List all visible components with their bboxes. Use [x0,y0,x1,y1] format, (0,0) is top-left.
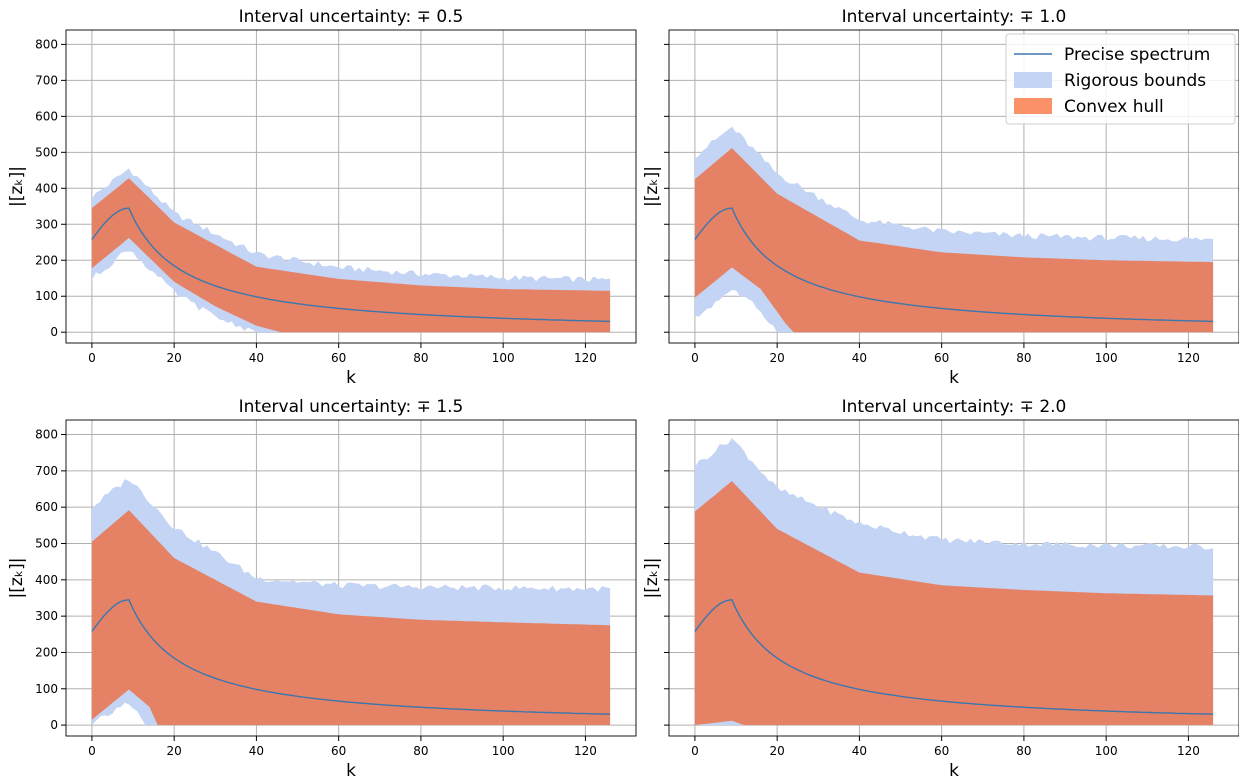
subplot-1: 0 20 40 60 80 100 120 0 100 200 300 400 500 600 700 800… [7,7,637,388]
subplot-title: Interval uncertainty: ∓ 2.0 [842,397,1067,417]
convex-hull-band [91,178,611,333]
x-tick-label: 80 [1016,744,1031,758]
x-tick-label: 80 [413,351,428,365]
y-tick-label: 300 [35,609,58,623]
x-tick-label: 60 [934,351,949,365]
x-tick-label: 20 [770,744,785,758]
precise-spectrum-line [694,207,1214,323]
y-tick-label: 400 [35,181,58,195]
x-tick-label: 40 [852,351,867,365]
x-axis-label: k [346,761,356,778]
precise-spectrum-line [91,599,611,715]
y-axis-label: |[zₖ]| [7,558,27,599]
legend-rigorous-bounds-label: Rigorous bounds [1064,71,1206,91]
y-tick-label: 800 [35,428,58,442]
x-tick-label: 40 [249,351,264,365]
y-tick-label: 0 [50,325,58,339]
subplot-3: 0 20 40 60 80 100 120 0 100 200 300 400 500 600 700 800… [7,397,637,778]
convex-hull-band [694,481,1214,726]
y-tick-label: 800 [35,37,58,51]
x-tick-label: 0 [691,351,699,365]
subplot-title: Interval uncertainty: ∓ 0.5 [239,7,464,27]
y-tick-label: 500 [35,145,58,159]
axes-frame [668,419,1239,737]
x-tick-label: 100 [1095,351,1118,365]
y-tick-label: 700 [35,73,58,87]
y-tick-label: 100 [35,289,58,303]
precise-spectrum-line [694,599,1214,715]
y-tick-label: 200 [35,645,58,659]
x-tick-label: 100 [1095,744,1118,758]
y-tick-label: 300 [35,217,58,231]
x-tick-label: 20 [167,351,182,365]
axes-frame [65,419,637,737]
x-tick-label: 120 [574,744,597,758]
y-tick-label: 600 [35,500,58,514]
plot-area [669,420,1239,736]
x-tick-label: 60 [331,351,346,365]
y-axis-label: |[zₖ]| [642,558,662,599]
x-tick-label: 100 [492,351,515,365]
y-tick-label: 200 [35,253,58,267]
x-tick-label: 80 [413,744,428,758]
x-tick-label: 40 [852,744,867,758]
x-tick-label: 80 [1016,351,1031,365]
subplot-title: Interval uncertainty: ∓ 1.0 [842,7,1067,27]
legend: Precise spectrum Rigorous bounds Convex hu… [1005,33,1236,125]
x-tick-label: 20 [770,351,785,365]
x-tick-label: 0 [88,351,96,365]
plot-area [66,420,636,736]
y-axis-label: |[zₖ]| [7,166,27,207]
x-axis-label: k [346,368,356,388]
convex-hull-band [91,510,611,726]
x-tick-label: 0 [88,744,96,758]
y-tick-label: 700 [35,464,58,478]
y-tick-label: 600 [35,109,58,123]
y-tick-label: 400 [35,573,58,587]
legend-precise-spectrum-label: Precise spectrum [1064,45,1210,65]
x-tick-label: 120 [1177,351,1200,365]
legend-box [1005,33,1236,125]
x-tick-label: 120 [1177,744,1200,758]
subplot-title: Interval uncertainty: ∓ 1.5 [239,397,464,417]
convex-hull-band [694,148,1214,333]
x-axis-label: k [949,368,959,388]
plot-area [66,30,636,343]
y-tick-label: 500 [35,536,58,550]
legend-rigorous-bounds-swatch [1014,72,1052,88]
x-axis-label: k [949,761,959,778]
subplot-2: 0 20 40 60 80 100 120 Interval uncertainty: ∓ 1… [642,7,1239,388]
y-tick-label: 100 [35,682,58,696]
axes-frame [668,29,1239,344]
x-tick-label: 120 [574,351,597,365]
x-tick-label: 60 [934,744,949,758]
y-tick-label: 0 [50,718,58,732]
x-tick-label: 0 [691,744,699,758]
legend-convex-hull-swatch [1014,98,1052,114]
y-axis-label: |[zₖ]| [642,166,662,207]
axes-frame [65,29,637,344]
precise-spectrum-line [91,207,611,323]
legend-convex-hull-label: Convex hull [1064,97,1164,117]
x-tick-label: 100 [492,744,515,758]
x-tick-label: 60 [331,744,346,758]
x-tick-label: 20 [167,744,182,758]
x-tick-label: 40 [249,744,264,758]
subplot-4: 0 20 40 60 80 100 120 Interval uncertainty: ∓ 2… [642,397,1239,778]
